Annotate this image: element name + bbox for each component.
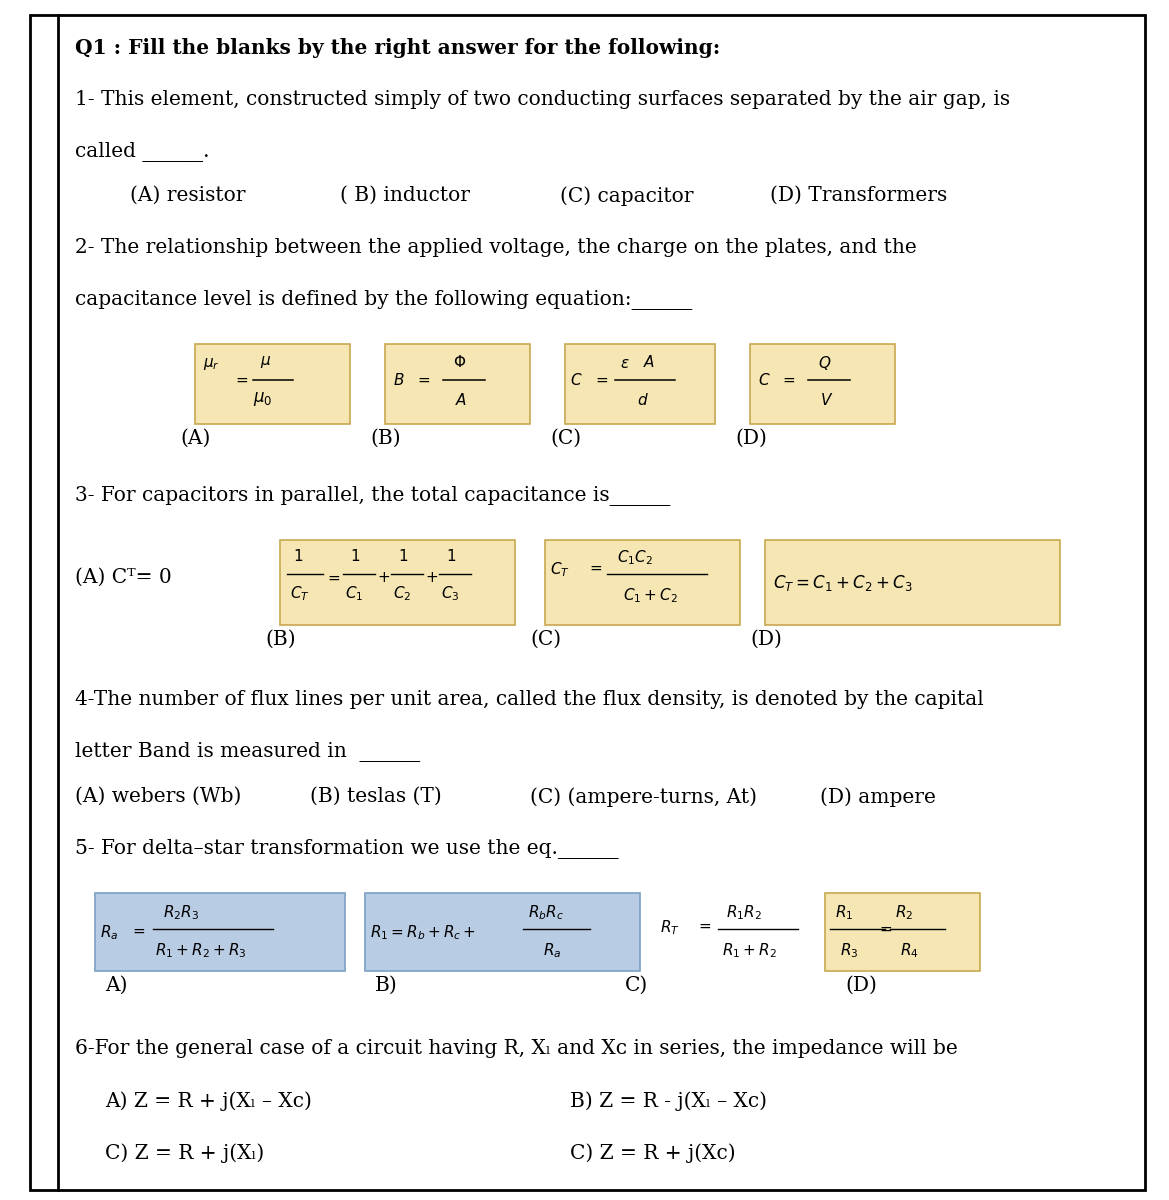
Text: $\mu_0$: $\mu_0$ — [253, 390, 272, 408]
Text: $R_T$: $R_T$ — [660, 918, 680, 937]
Text: $1$: $1$ — [350, 548, 360, 564]
Text: $R_4$: $R_4$ — [900, 941, 919, 960]
Text: letter Band is measured in  ______: letter Band is measured in ______ — [75, 742, 420, 762]
Text: (A) Cᵀ= 0: (A) Cᵀ= 0 — [75, 568, 172, 587]
Text: Q1 : Fill the blanks by the right answer for the following:: Q1 : Fill the blanks by the right answer… — [75, 38, 720, 58]
Text: (D): (D) — [750, 630, 782, 649]
Text: C): C) — [625, 976, 649, 995]
Text: $\epsilon$: $\epsilon$ — [620, 356, 630, 371]
Text: $B$: $B$ — [393, 372, 404, 388]
Text: (D): (D) — [845, 976, 877, 995]
Text: (B) teslas (T): (B) teslas (T) — [310, 787, 442, 806]
Text: $R_1$: $R_1$ — [835, 902, 853, 922]
Text: A): A) — [105, 976, 127, 995]
Text: (C) capacitor: (C) capacitor — [560, 186, 693, 205]
Text: $=$: $=$ — [325, 570, 341, 584]
Text: $1$: $1$ — [397, 548, 408, 564]
Text: $R_bR_c$: $R_bR_c$ — [528, 902, 565, 922]
Text: (C) (ampere-turns, At): (C) (ampere-turns, At) — [530, 787, 758, 806]
Text: $C$: $C$ — [758, 372, 770, 388]
Text: called ______.: called ______. — [75, 142, 209, 162]
Text: $C_T$: $C_T$ — [549, 560, 569, 578]
Text: $R_1 = R_b + R_c +$: $R_1 = R_b + R_c +$ — [371, 923, 476, 942]
Text: C) Z = R + j(Xc): C) Z = R + j(Xc) — [570, 1142, 735, 1163]
Text: (A) resistor: (A) resistor — [130, 186, 245, 205]
Text: $V$: $V$ — [819, 392, 833, 408]
Text: (D) Transformers: (D) Transformers — [770, 186, 947, 205]
Text: $C_1C_2$: $C_1C_2$ — [617, 548, 653, 566]
Text: $+$: $+$ — [426, 570, 438, 584]
Text: $\mu_r$: $\mu_r$ — [203, 356, 220, 372]
Text: $C_1 + C_2$: $C_1 + C_2$ — [623, 586, 678, 605]
Bar — [281, 540, 516, 625]
Text: $R_3$: $R_3$ — [841, 941, 858, 960]
Text: $R_a$: $R_a$ — [101, 923, 118, 942]
Text: $C_2$: $C_2$ — [393, 584, 411, 602]
Text: $1$: $1$ — [293, 548, 303, 564]
Text: $=$: $=$ — [415, 372, 431, 386]
Bar — [565, 344, 715, 424]
Text: $C_T$: $C_T$ — [290, 584, 310, 602]
Text: 1- This element, constructed simply of two conducting surfaces separated by the : 1- This element, constructed simply of t… — [75, 90, 1010, 109]
Bar — [195, 344, 350, 424]
Text: (B): (B) — [265, 630, 296, 649]
Text: $C$: $C$ — [570, 372, 582, 388]
Text: (A): (A) — [180, 428, 210, 448]
Bar — [545, 540, 740, 625]
Text: $R_2$: $R_2$ — [895, 902, 913, 922]
Text: C) Z = R + j(Xₗ): C) Z = R + j(Xₗ) — [105, 1142, 264, 1163]
Bar — [365, 893, 639, 971]
Text: (B): (B) — [371, 428, 401, 448]
Text: $R_2R_3$: $R_2R_3$ — [162, 902, 199, 922]
Text: $Q$: $Q$ — [818, 354, 831, 372]
Text: 6-For the general case of a circuit having R, Xₗ and Xᴄ in series, the impedance: 6-For the general case of a circuit havi… — [75, 1039, 957, 1058]
Bar — [825, 893, 980, 971]
Text: $R_a$: $R_a$ — [542, 941, 561, 960]
Text: $=$: $=$ — [587, 560, 603, 575]
Bar — [385, 344, 530, 424]
Text: $=$: $=$ — [696, 918, 712, 934]
Text: $C_3$: $C_3$ — [441, 584, 459, 602]
Text: capacitance level is defined by the following equation:______: capacitance level is defined by the foll… — [75, 290, 692, 310]
Text: 3- For capacitors in parallel, the total capacitance is______: 3- For capacitors in parallel, the total… — [75, 486, 670, 506]
Text: $=$: $=$ — [593, 372, 609, 386]
Text: $C_1$: $C_1$ — [345, 584, 364, 602]
Text: $\mu$: $\mu$ — [260, 354, 271, 370]
Text: $R_1 + R_2 + R_3$: $R_1 + R_2 + R_3$ — [155, 941, 247, 960]
Text: $=$: $=$ — [780, 372, 796, 386]
Text: $A$: $A$ — [455, 392, 468, 408]
Text: A) Z = R + j(Xₗ – Xc): A) Z = R + j(Xₗ – Xc) — [105, 1091, 312, 1111]
Text: $+$: $+$ — [376, 570, 390, 584]
Text: (D): (D) — [735, 428, 767, 448]
Text: $A$: $A$ — [643, 354, 655, 370]
Text: $C_T = C_1 + C_2 + C_3$: $C_T = C_1 + C_2 + C_3$ — [773, 572, 913, 593]
Bar — [95, 893, 345, 971]
Text: (A) webers (Wb): (A) webers (Wb) — [75, 787, 241, 806]
Text: B): B) — [375, 976, 397, 995]
Bar — [750, 344, 895, 424]
Text: (C): (C) — [530, 630, 561, 649]
Text: (D) ampere: (D) ampere — [819, 787, 936, 806]
Text: 4-The number of flux lines per unit area, called the flux density, is denoted by: 4-The number of flux lines per unit area… — [75, 690, 984, 709]
Text: $R_1 R_2$: $R_1 R_2$ — [726, 902, 762, 922]
Text: $R_1 + R_2$: $R_1 + R_2$ — [722, 941, 777, 960]
Text: (C): (C) — [549, 428, 581, 448]
Text: ( B) inductor: ( B) inductor — [340, 186, 470, 205]
Text: $d$: $d$ — [637, 392, 649, 408]
Text: $1$: $1$ — [447, 548, 456, 564]
Bar — [765, 540, 1060, 625]
Text: 5- For delta–star transformation we use the eq.______: 5- For delta–star transformation we use … — [75, 839, 618, 859]
Text: $\Phi$: $\Phi$ — [454, 354, 466, 370]
Text: $=$: $=$ — [233, 372, 249, 386]
Text: $=$: $=$ — [130, 923, 146, 938]
Text: 2- The relationship between the applied voltage, the charge on the plates, and t: 2- The relationship between the applied … — [75, 238, 916, 257]
Text: B) Z = R - j(Xₗ – Xc): B) Z = R - j(Xₗ – Xc) — [570, 1091, 767, 1111]
Text: $=$: $=$ — [877, 922, 893, 936]
